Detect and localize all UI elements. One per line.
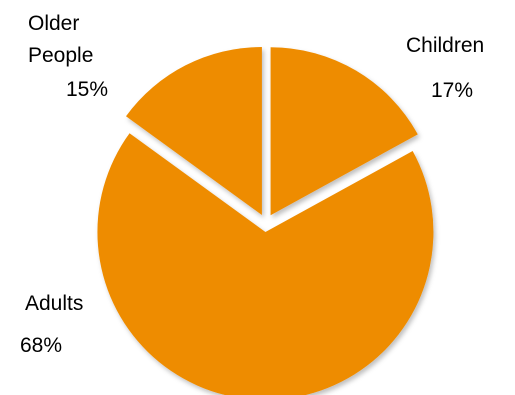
slice-adults	[97, 133, 434, 395]
label-older-people-line1: Older	[28, 12, 79, 35]
label-children: Children	[406, 34, 484, 57]
label-adults: Adults	[25, 292, 83, 315]
value-label-older-people: 15%	[66, 78, 108, 101]
value-label-adults: 68%	[20, 334, 62, 357]
slice-older-people	[125, 46, 262, 215]
slice-children	[270, 47, 418, 216]
value-label-children: 17%	[431, 79, 473, 102]
label-older-people-line2: People	[28, 44, 93, 67]
